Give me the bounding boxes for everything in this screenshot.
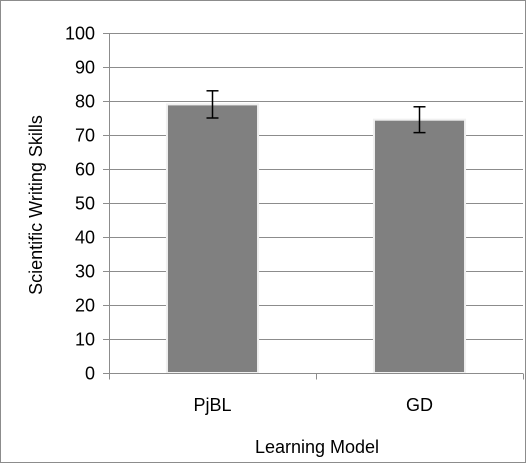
y-tick-label: 0 (85, 364, 95, 384)
y-tick-label: 10 (75, 330, 95, 350)
y-axis-title: Scientific Writing Skills (26, 115, 46, 295)
bars (165, 90, 467, 375)
y-tick-label: 100 (65, 24, 95, 44)
y-tick-label: 60 (75, 160, 95, 180)
bar-pjbl (165, 103, 260, 375)
y-tick-label: 20 (75, 296, 95, 316)
y-tick-label: 70 (75, 126, 95, 146)
bar-gd (372, 118, 467, 374)
y-tick-label: 40 (75, 228, 95, 248)
x-tick-label: PjBL (193, 395, 231, 415)
tick-labels: 0 10 20 30 40 50 60 70 80 90 100 PjBL GD (65, 24, 433, 416)
y-tick-label: 30 (75, 262, 95, 282)
y-tick-label: 50 (75, 194, 95, 214)
y-tick-label: 80 (75, 92, 95, 112)
x-tick-label: GD (406, 395, 433, 415)
y-tick-label: 90 (75, 58, 95, 78)
x-axis-title: Learning Model (255, 437, 379, 457)
axes (103, 33, 524, 380)
